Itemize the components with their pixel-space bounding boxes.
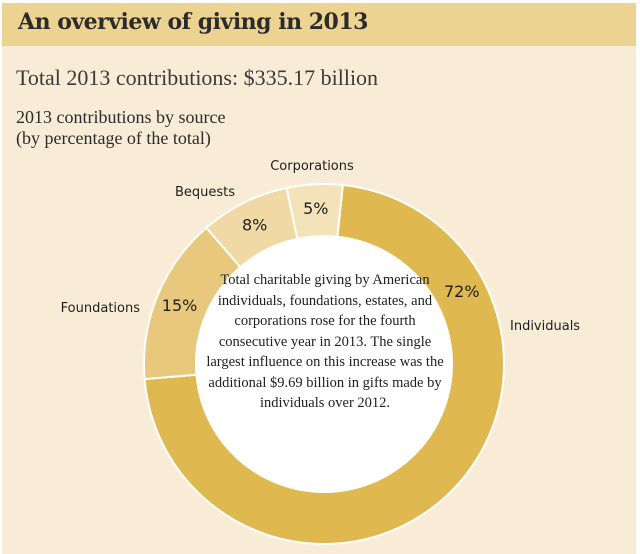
category-label-bequests: Bequests bbox=[175, 185, 235, 200]
chart-title-block: 2013 contributions by source (by percent… bbox=[16, 107, 225, 149]
value-label-corporations: 5% bbox=[303, 199, 328, 218]
chart-subtitle: (by percentage of the total) bbox=[16, 128, 211, 148]
header-band: An overview of giving in 2013 bbox=[2, 3, 636, 46]
total-contributions: Total 2013 contributions: $335.17 billio… bbox=[16, 65, 379, 90]
category-label-corporations: Corporations bbox=[270, 159, 354, 174]
center-description: Total charitable giving by American indi… bbox=[206, 272, 444, 411]
page-title: An overview of giving in 2013 bbox=[18, 9, 368, 35]
donut-hole bbox=[196, 236, 452, 492]
value-label-individuals: 72% bbox=[444, 282, 480, 301]
value-label-bequests: 8% bbox=[242, 215, 267, 234]
category-label-foundations: Foundations bbox=[61, 301, 141, 316]
category-label-individuals: Individuals bbox=[510, 319, 580, 334]
chart-title: 2013 contributions by source bbox=[16, 107, 226, 127]
value-label-foundations: 15% bbox=[162, 296, 198, 315]
